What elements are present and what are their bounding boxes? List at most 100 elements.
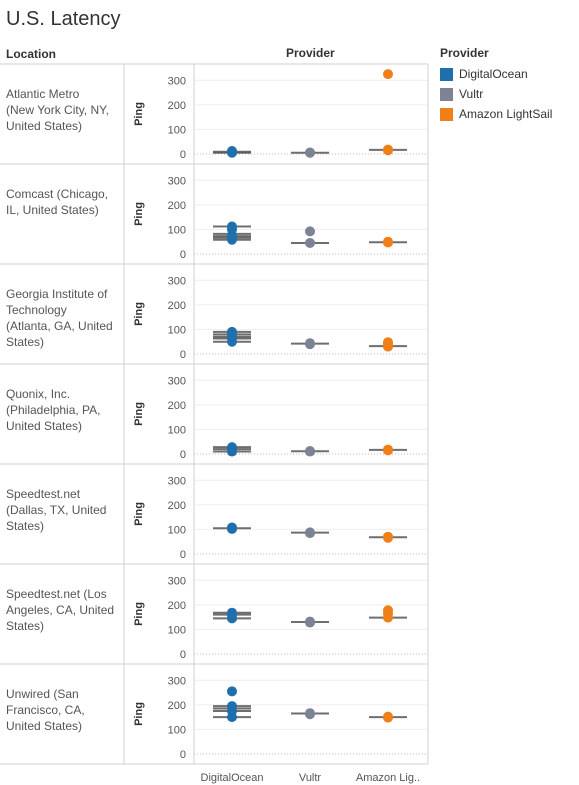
location-label: Unwired (San — [6, 687, 79, 701]
legend-item-digitalocean[interactable]: DigitalOcean — [440, 64, 552, 84]
legend-label: Vultr — [459, 87, 484, 101]
data-point[interactable] — [227, 146, 237, 157]
location-label: Angeles, CA, United — [6, 603, 114, 617]
data-point[interactable] — [383, 531, 393, 542]
legend-label: Amazon LightSail — [459, 107, 553, 121]
location-label: States) — [6, 335, 44, 349]
data-point[interactable] — [383, 444, 393, 455]
location-label: Atlantic Metro — [6, 87, 80, 101]
chart-row: Speedtest.net (Los Angeles, CA, United Sta… — [0, 575, 428, 665]
tick-label: 100 — [168, 324, 186, 336]
data-point[interactable] — [227, 522, 237, 533]
location-label: (Atlanta, GA, United — [6, 319, 113, 333]
chart-row: Atlantic Metro (New York City, NY, United … — [0, 69, 428, 165]
category-label: Amazon Lig.. — [356, 772, 420, 784]
location-label: Comcast (Chicago, — [6, 187, 108, 201]
tick-label: 300 — [168, 575, 186, 587]
data-point[interactable] — [305, 226, 315, 237]
legend-item-amazon-lightsail[interactable]: Amazon LightSail — [440, 104, 552, 124]
data-point[interactable] — [227, 221, 237, 232]
legend-label: DigitalOcean — [459, 67, 528, 81]
tick-label: 0 — [180, 649, 186, 661]
location-label: Speedtest.net (Los — [6, 587, 107, 601]
location-label: Technology — [6, 303, 67, 317]
tick-label: 200 — [168, 600, 186, 612]
data-point[interactable] — [227, 686, 237, 697]
location-label: (Dallas, TX, United — [6, 503, 106, 517]
data-point[interactable] — [383, 144, 393, 155]
data-point[interactable] — [305, 708, 315, 719]
location-label: IL, United States) — [6, 203, 99, 217]
data-point[interactable] — [305, 147, 315, 158]
legend-swatch — [440, 87, 453, 101]
location-header: Location — [6, 47, 56, 61]
tick-label: 100 — [168, 124, 186, 136]
location-label: Francisco, CA, — [6, 703, 85, 717]
legend-swatch — [440, 67, 453, 81]
data-point[interactable] — [305, 237, 315, 248]
location-label: United States) — [6, 119, 82, 133]
provider-header: Provider — [286, 46, 335, 60]
tick-label: 100 — [168, 424, 186, 436]
location-label: United States) — [6, 719, 82, 733]
data-point[interactable] — [227, 701, 237, 712]
data-point[interactable] — [383, 69, 393, 80]
category-label: DigitalOcean — [201, 772, 264, 784]
data-point[interactable] — [305, 446, 315, 457]
tick-label: 100 — [168, 724, 186, 736]
location-label: Quonix, Inc. — [6, 387, 70, 401]
tick-label: 0 — [180, 549, 186, 561]
data-point[interactable] — [383, 337, 393, 348]
tick-label: 300 — [168, 475, 186, 487]
tick-label: 100 — [168, 524, 186, 536]
axis-label-ping: Ping — [133, 602, 145, 626]
location-label: (Philadelphia, PA, — [6, 403, 101, 417]
data-point[interactable] — [227, 326, 237, 337]
tick-label: 200 — [168, 700, 186, 712]
page-title: U.S. Latency — [6, 8, 121, 30]
legend-swatch — [440, 107, 453, 121]
tick-label: 100 — [168, 624, 186, 636]
axis-label-ping: Ping — [133, 702, 145, 726]
data-point[interactable] — [383, 605, 393, 616]
axis-label-ping: Ping — [133, 302, 145, 326]
data-point[interactable] — [383, 236, 393, 247]
legend-item-vultr[interactable]: Vultr — [440, 84, 552, 104]
tick-label: 300 — [168, 275, 186, 287]
data-point[interactable] — [227, 607, 237, 618]
tick-label: 0 — [180, 149, 186, 161]
data-point[interactable] — [227, 442, 237, 453]
chart-row: Georgia Institute of Technology (Atlanta, … — [0, 275, 428, 365]
tick-label: 0 — [180, 349, 186, 361]
axis-label-ping: Ping — [133, 102, 145, 126]
tick-label: 200 — [168, 400, 186, 412]
category-label: Vultr — [299, 772, 322, 784]
location-label: States) — [6, 619, 44, 633]
axis-label-ping: Ping — [133, 202, 145, 226]
axis-label-ping: Ping — [133, 402, 145, 426]
tick-label: 0 — [180, 749, 186, 761]
tick-label: 200 — [168, 100, 186, 112]
axis-label-ping: Ping — [133, 502, 145, 526]
tick-label: 300 — [168, 675, 186, 687]
tick-label: 300 — [168, 375, 186, 387]
tick-label: 200 — [168, 200, 186, 212]
chart-row: Comcast (Chicago, IL, United States) Ping 0… — [0, 175, 428, 265]
tick-label: 0 — [180, 249, 186, 261]
tick-label: 300 — [168, 75, 186, 87]
chart-row: Unwired (San Francisco, CA, United States)… — [0, 675, 428, 765]
data-point[interactable] — [305, 338, 315, 349]
location-label: States) — [6, 519, 44, 533]
data-point[interactable] — [383, 711, 393, 722]
location-label: Georgia Institute of — [6, 287, 108, 301]
location-label: Speedtest.net — [6, 487, 81, 501]
data-point[interactable] — [305, 527, 315, 538]
tick-label: 300 — [168, 175, 186, 187]
data-point[interactable] — [305, 616, 315, 627]
chart-row: Speedtest.net (Dallas, TX, United States) P… — [0, 475, 428, 565]
legend: Provider DigitalOcean Vultr Amazon Light… — [440, 46, 552, 124]
tick-label: 0 — [180, 449, 186, 461]
tick-label: 100 — [168, 224, 186, 236]
location-label: (New York City, NY, — [6, 103, 109, 117]
